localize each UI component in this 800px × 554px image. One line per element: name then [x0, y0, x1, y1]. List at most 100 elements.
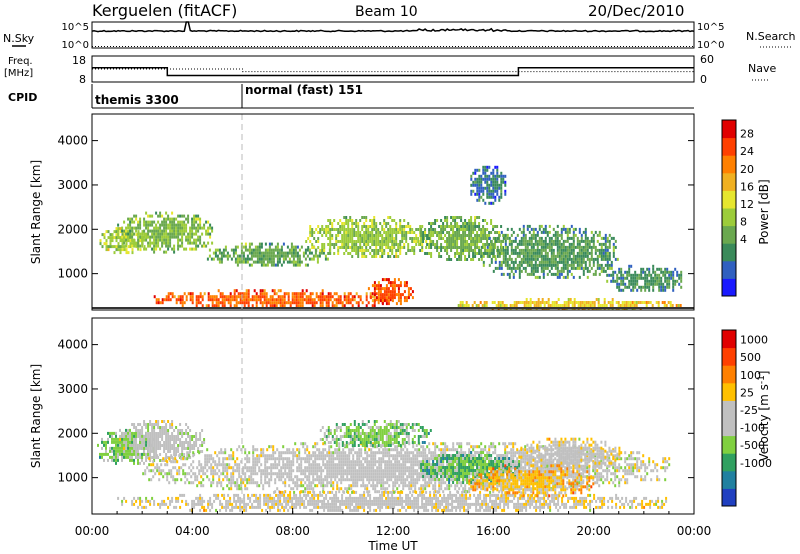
heatmap-cell: [341, 228, 344, 231]
heatmap-cell: [430, 231, 433, 234]
heatmap-cell: [143, 229, 146, 233]
heatmap-cell: [215, 301, 218, 305]
heatmap-cell: [578, 260, 581, 264]
heatmap-cell: [400, 472, 403, 476]
heatmap-cell: [330, 475, 333, 479]
heatmap-cell: [129, 441, 132, 444]
heatmap-cell: [200, 475, 203, 479]
heatmap-cell: [226, 475, 229, 479]
heatmap-cell: [290, 469, 293, 473]
heatmap-cell: [413, 249, 416, 252]
heatmap-cell: [530, 254, 533, 258]
heatmap-cell: [171, 447, 174, 450]
heatmap-cell: [513, 304, 516, 307]
heatmap-cell: [391, 243, 394, 246]
heatmap-cell: [278, 463, 281, 467]
heatmap-cell: [318, 251, 321, 255]
heatmap-cell: [636, 288, 639, 292]
heatmap-cell: [337, 301, 340, 305]
heatmap-cell: [532, 263, 535, 267]
heatmap-cell: [344, 457, 347, 461]
heatmap-cell: [482, 234, 485, 237]
heatmap-cell: [368, 481, 371, 485]
heatmap-cell: [293, 295, 296, 299]
heatmap-cell: [474, 177, 477, 181]
heatmap-cell: [412, 481, 415, 485]
heatmap-cell: [524, 236, 527, 240]
heatmap-cell: [381, 234, 384, 237]
heatmap-cell: [343, 252, 346, 255]
heatmap-cell: [406, 457, 409, 461]
heatmap-cell: [165, 229, 168, 233]
heatmap-cell: [365, 298, 368, 302]
heatmap-cell: [163, 217, 166, 221]
heatmap-cell: [175, 223, 178, 227]
heatmap-cell: [229, 301, 232, 305]
heatmap-cell: [127, 245, 130, 249]
heatmap-cell: [191, 235, 194, 239]
heatmap-cell: [634, 285, 637, 289]
heatmap-cell: [670, 270, 673, 274]
heatmap-cell: [264, 469, 267, 473]
heatmap-cell: [397, 287, 400, 291]
heatmap-cell: [544, 224, 547, 228]
heatmap-cell: [199, 241, 202, 245]
heatmap-cell: [474, 222, 477, 225]
heatmap-cell: [574, 227, 577, 231]
heatmap-cell: [129, 446, 131, 450]
heatmap-cell: [401, 234, 404, 237]
beam-label: Beam 10: [355, 4, 418, 20]
heatmap-cell: [484, 252, 487, 255]
heatmap-cell: [536, 254, 539, 258]
heatmap-cell: [232, 469, 235, 473]
heatmap-cell: [464, 240, 467, 243]
heatmap-cell: [187, 435, 190, 438]
heatmap-cell: [407, 287, 410, 291]
heatmap-cell: [324, 484, 327, 488]
heatmap-cell: [355, 219, 358, 222]
heatmap-cell: [529, 298, 532, 301]
heatmap-cell: [588, 251, 591, 255]
heatmap-cell: [377, 243, 380, 246]
heatmap-cell: [504, 257, 507, 261]
heatmap-cell: [129, 229, 132, 233]
heatmap-cell: [541, 298, 544, 301]
heatmap-cell: [238, 260, 241, 264]
heatmap-cell: [652, 285, 655, 289]
heatmap-cell: [157, 232, 160, 236]
heatmap-cell: [490, 183, 493, 187]
heatmap-cell: [630, 276, 633, 280]
heatmap-cell: [413, 240, 416, 243]
heatmap-cell: [349, 252, 352, 255]
heatmap-cell: [197, 450, 200, 453]
heatmap-cell: [220, 254, 223, 258]
heatmap-cell: [228, 466, 231, 470]
heatmap-cell: [361, 228, 364, 231]
heatmap-cell: [191, 438, 194, 441]
heatmap-cell: [296, 484, 299, 488]
heatmap-cell: [580, 248, 583, 252]
heatmap-cell: [314, 469, 317, 473]
heatmap-cell: [460, 246, 463, 249]
heatmap-cell: [556, 260, 559, 264]
heatmap-cell: [160, 463, 163, 467]
heatmap-cell: [364, 475, 367, 479]
heatmap-cell: [534, 248, 537, 252]
heatmap-cell: [216, 466, 219, 470]
heatmap-cell: [366, 478, 369, 482]
heatmap-cell: [234, 469, 237, 473]
heatmap-cell: [280, 254, 283, 258]
heatmap-cell: [103, 236, 106, 240]
heatmap-cell: [416, 457, 419, 461]
heatmap-cell: [494, 231, 497, 234]
heatmap-cell: [161, 223, 164, 227]
heatmap-cell: [430, 225, 433, 228]
heatmap-cell: [564, 245, 567, 249]
heatmap-cell: [328, 463, 331, 467]
heatmap-cell: [115, 236, 118, 240]
heatmap-cell: [371, 222, 374, 225]
heatmap-cell: [115, 227, 118, 231]
heatmap-cell: [187, 426, 190, 429]
heatmap-cell: [197, 447, 200, 450]
heatmap-cell: [208, 248, 211, 252]
